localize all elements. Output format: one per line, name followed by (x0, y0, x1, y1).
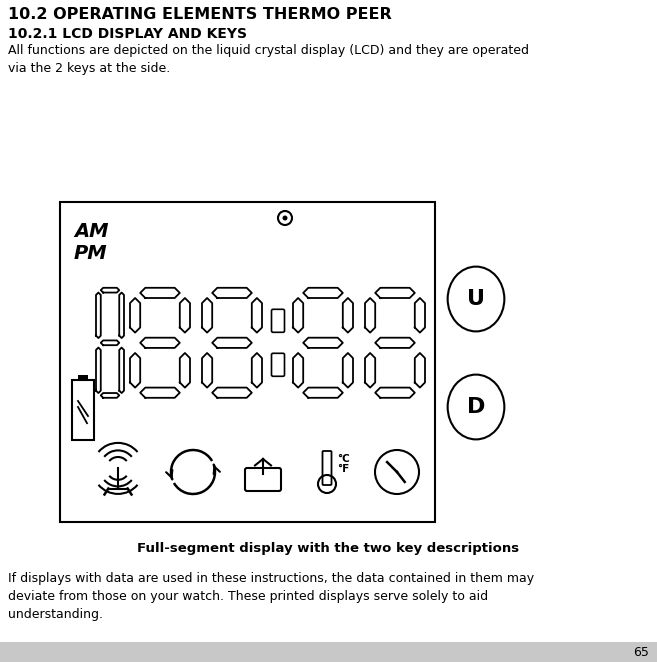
Text: Full-segment display with the two key descriptions: Full-segment display with the two key de… (137, 542, 520, 555)
FancyBboxPatch shape (245, 468, 281, 491)
Text: If displays with data are used in these instructions, the data contained in them: If displays with data are used in these … (8, 572, 534, 621)
Bar (60, 202, 435, 522)
Bar (0, 642, 657, 662)
Text: U: U (467, 289, 485, 309)
Bar (78, 375, 88, 380)
Text: PM: PM (74, 244, 108, 263)
Text: °F: °F (337, 464, 350, 474)
Bar (72, 380, 94, 440)
FancyBboxPatch shape (271, 309, 284, 332)
Text: All functions are depicted on the liquid crystal display (LCD) and they are oper: All functions are depicted on the liquid… (8, 44, 529, 75)
Text: D: D (467, 397, 485, 417)
Text: °C: °C (337, 454, 350, 464)
FancyBboxPatch shape (323, 451, 332, 485)
Text: 10.2.1 LCD DISPLAY AND KEYS: 10.2.1 LCD DISPLAY AND KEYS (8, 27, 247, 41)
Text: 10.2 OPERATING ELEMENTS THERMO PEER: 10.2 OPERATING ELEMENTS THERMO PEER (8, 7, 392, 22)
FancyBboxPatch shape (271, 354, 284, 376)
Text: AM: AM (74, 222, 108, 241)
Text: 65: 65 (633, 645, 649, 659)
Circle shape (283, 216, 288, 220)
